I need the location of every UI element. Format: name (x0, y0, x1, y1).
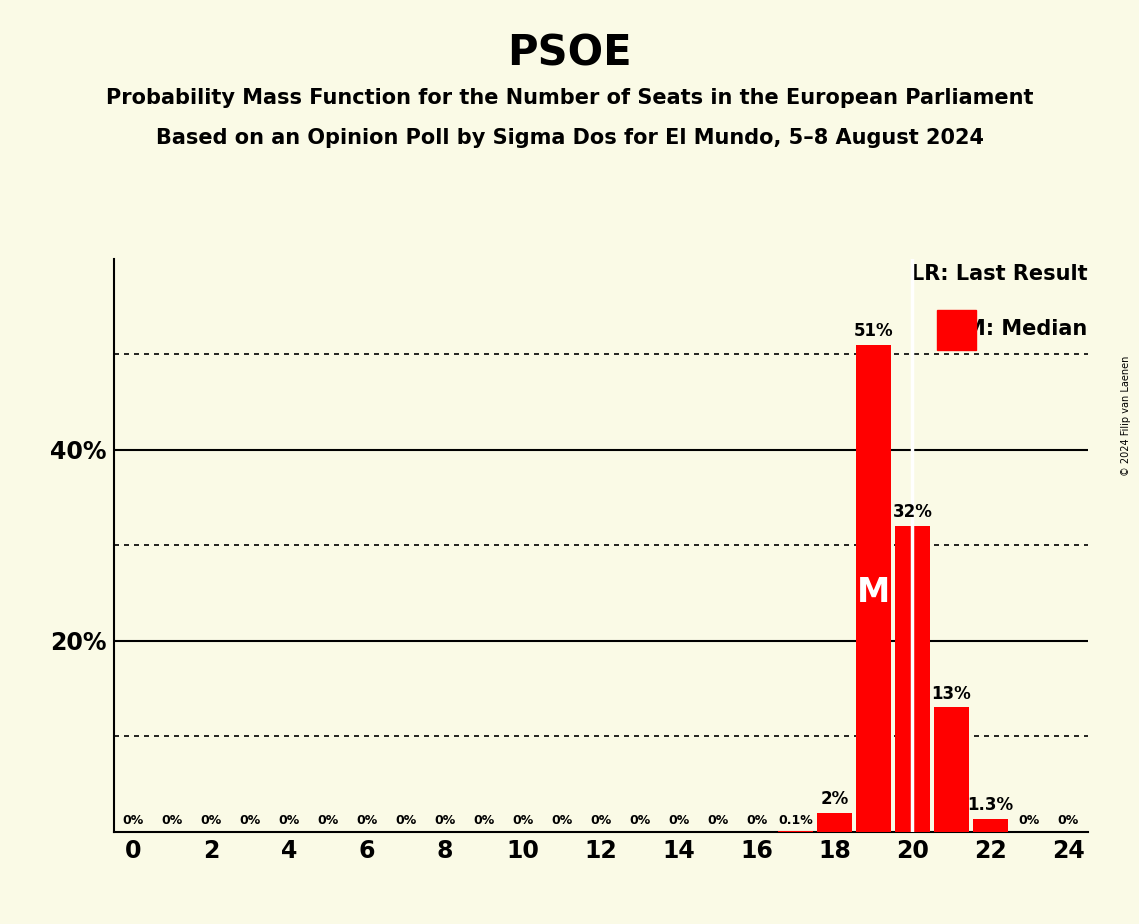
Text: 0%: 0% (669, 814, 689, 827)
Text: M: Median: M: Median (966, 319, 1088, 339)
Text: 1.3%: 1.3% (967, 796, 1014, 814)
Text: Based on an Opinion Poll by Sigma Dos for El Mundo, 5–8 August 2024: Based on an Opinion Poll by Sigma Dos fo… (156, 128, 983, 148)
Text: 51%: 51% (854, 322, 893, 340)
Text: 0%: 0% (1018, 814, 1040, 827)
Text: 0%: 0% (551, 814, 573, 827)
FancyBboxPatch shape (936, 310, 976, 350)
Text: 0%: 0% (590, 814, 612, 827)
Text: 0.1%: 0.1% (778, 814, 813, 827)
Text: 0%: 0% (200, 814, 222, 827)
Bar (817, 812, 852, 832)
Bar (895, 526, 929, 832)
Text: 2%: 2% (820, 790, 849, 808)
Text: 0%: 0% (434, 814, 456, 827)
Bar (973, 820, 1008, 832)
Text: 0%: 0% (279, 814, 300, 827)
Bar (778, 831, 813, 832)
Bar (857, 345, 891, 832)
Text: 0%: 0% (239, 814, 261, 827)
Text: Probability Mass Function for the Number of Seats in the European Parliament: Probability Mass Function for the Number… (106, 88, 1033, 108)
Text: 0%: 0% (629, 814, 650, 827)
Text: LR: Last Result: LR: Last Result (911, 264, 1088, 285)
Bar (934, 708, 969, 832)
Text: 0%: 0% (357, 814, 378, 827)
Text: 0%: 0% (513, 814, 533, 827)
Text: 13%: 13% (932, 685, 972, 702)
Text: 0%: 0% (474, 814, 494, 827)
Text: 0%: 0% (162, 814, 183, 827)
Text: 0%: 0% (123, 814, 144, 827)
Text: PSOE: PSOE (507, 32, 632, 74)
Text: M: M (857, 577, 890, 610)
Text: 0%: 0% (746, 814, 768, 827)
Text: 0%: 0% (395, 814, 417, 827)
Text: 0%: 0% (707, 814, 728, 827)
Text: 0%: 0% (1058, 814, 1079, 827)
Text: © 2024 Filip van Laenen: © 2024 Filip van Laenen (1121, 356, 1131, 476)
Text: 32%: 32% (893, 504, 933, 521)
Text: 0%: 0% (318, 814, 338, 827)
